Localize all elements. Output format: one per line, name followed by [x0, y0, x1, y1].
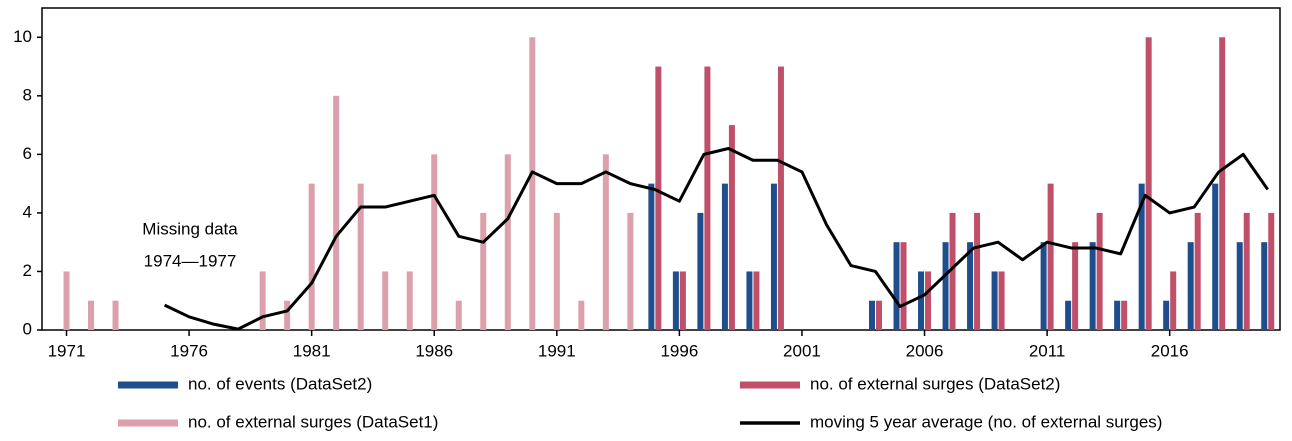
x-tick-label: 1976: [170, 341, 208, 360]
bar: [308, 183, 315, 330]
bar: [704, 66, 711, 330]
bar: [504, 154, 511, 330]
bar: [746, 271, 753, 330]
legend-label: no. of external surges (DataSet2): [810, 374, 1060, 393]
bar: [553, 212, 560, 330]
bar: [406, 271, 413, 330]
x-tick-label: 2016: [1151, 341, 1189, 360]
bar: [648, 183, 655, 330]
y-tick-label: 10: [13, 27, 32, 46]
x-tick-label: 1986: [415, 341, 453, 360]
bar: [1194, 212, 1201, 330]
bar: [679, 271, 686, 330]
annotation: 1974—1977: [144, 251, 237, 270]
annotation: Missing data: [142, 219, 238, 238]
bar: [869, 300, 876, 330]
bar: [63, 271, 70, 330]
x-tick-label: 2011: [1029, 341, 1066, 360]
bar: [1065, 300, 1072, 330]
bar: [1114, 300, 1121, 330]
bar: [1096, 212, 1103, 330]
legend-swatch: [118, 419, 178, 427]
legend-swatch: [740, 381, 800, 389]
bar: [431, 154, 438, 330]
bar: [728, 125, 735, 330]
y-tick-label: 8: [23, 85, 32, 104]
bar: [925, 271, 932, 330]
bar: [382, 271, 389, 330]
x-tick-label: 1981: [293, 341, 331, 360]
bar: [753, 271, 760, 330]
bar: [357, 183, 364, 330]
bar: [967, 242, 974, 330]
bar: [480, 212, 487, 330]
y-tick-label: 0: [23, 319, 32, 338]
bar: [1243, 212, 1250, 330]
bar: [949, 212, 956, 330]
bar: [259, 271, 266, 330]
bar: [1219, 37, 1226, 330]
y-tick-label: 4: [23, 202, 32, 221]
x-tick-label: 1971: [48, 341, 86, 360]
bar: [284, 300, 291, 330]
bar: [1187, 242, 1194, 330]
bar: [88, 300, 95, 330]
bar: [1163, 300, 1170, 330]
bar: [1089, 242, 1096, 330]
bar: [1170, 271, 1177, 330]
bar: [991, 271, 998, 330]
x-tick-label: 1996: [660, 341, 698, 360]
bar: [455, 300, 462, 330]
bar: [578, 300, 585, 330]
bar: [1145, 37, 1152, 330]
bar: [876, 300, 883, 330]
bar: [1236, 242, 1243, 330]
bar: [918, 271, 925, 330]
bar: [1261, 242, 1268, 330]
bar: [529, 37, 536, 330]
legend-label: no. of external surges (DataSet1): [188, 412, 438, 431]
bar: [1121, 300, 1128, 330]
bar: [777, 66, 784, 330]
bar: [112, 300, 119, 330]
bar: [602, 154, 609, 330]
line: [163, 147, 1269, 331]
bar: [1138, 183, 1145, 330]
y-tick-label: 6: [23, 144, 32, 163]
bar: [1040, 242, 1047, 330]
bar: [942, 242, 949, 330]
bar: [672, 271, 679, 330]
x-tick-label: 2001: [783, 341, 821, 360]
y-tick-label: 2: [23, 261, 32, 280]
bar: [1072, 242, 1079, 330]
bar: [974, 212, 981, 330]
legend-swatch: [118, 381, 178, 389]
bar: [655, 66, 662, 330]
x-tick-label: 2006: [906, 341, 944, 360]
bar: [1212, 183, 1219, 330]
bar: [900, 242, 907, 330]
bar: [1268, 212, 1275, 330]
legend-label: moving 5 year average (no. of external s…: [810, 412, 1162, 431]
bar: [893, 242, 900, 330]
bar: [1047, 183, 1054, 330]
bar: [627, 212, 634, 330]
bar: [333, 95, 340, 331]
bar: [998, 271, 1005, 330]
legend-label: no. of events (DataSet2): [188, 374, 372, 393]
bar: [697, 212, 704, 330]
x-tick-label: 1991: [538, 341, 576, 360]
bar: [770, 183, 777, 330]
bar: [721, 183, 728, 330]
